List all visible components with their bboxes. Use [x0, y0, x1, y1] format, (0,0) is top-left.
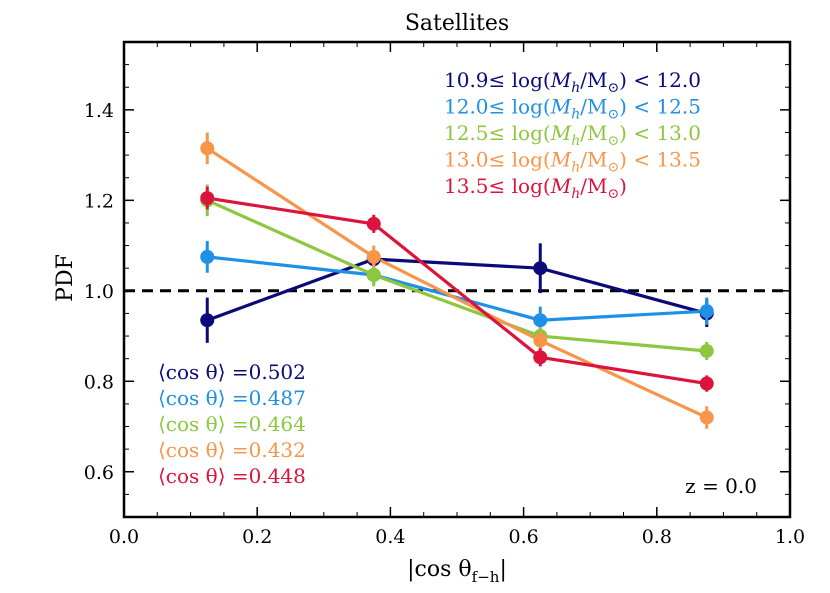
legend-entry-4: 13.0≤ log(Mh/M⊙) < 13.5	[444, 148, 701, 176]
legend-entry-1: 10.9≤ log(Mh/M⊙) < 12.0	[444, 68, 701, 96]
x-axis-label-end: |	[499, 557, 506, 582]
data-point	[699, 304, 714, 319]
data-point	[699, 343, 714, 358]
y-axis-label: PDF	[53, 254, 78, 302]
x-tick-label: 0.0	[109, 526, 139, 548]
x-tick-label: 1.0	[775, 526, 805, 548]
x-axis-label: |cos θf−h|	[407, 557, 507, 586]
y-tick-label: 0.8	[84, 371, 114, 393]
data-point	[366, 249, 381, 264]
mean-legend: ⟨cos θ⟩ =0.502⟨cos θ⟩ =0.487⟨cos θ⟩ =0.4…	[158, 360, 306, 488]
data-point	[200, 191, 215, 206]
mean-entry-5: ⟨cos θ⟩ =0.448	[158, 464, 306, 488]
data-point	[200, 141, 215, 156]
y-tick-label: 1.4	[84, 100, 114, 122]
x-tick-label: 0.4	[375, 526, 405, 548]
mean-entry-1: ⟨cos θ⟩ =0.502	[158, 360, 306, 384]
data-point	[200, 249, 215, 264]
series-lines	[206, 146, 708, 419]
series-markers	[200, 132, 714, 429]
mean-entry-4: ⟨cos θ⟩ =0.432	[158, 438, 306, 462]
legend: 10.9≤ log(Mh/M⊙) < 12.012.0≤ log(Mh/M⊙) …	[444, 68, 701, 202]
series-line-1	[206, 257, 708, 322]
series-line-5	[207, 196, 707, 386]
data-point	[533, 350, 548, 365]
y-tick-label: 1.2	[84, 190, 114, 212]
data-point	[699, 376, 714, 391]
x-axis-label-subscript: f−h	[472, 568, 500, 586]
data-point	[366, 216, 381, 231]
data-point	[366, 267, 381, 282]
mean-entry-2: ⟨cos θ⟩ =0.487	[158, 386, 306, 410]
data-point	[200, 313, 215, 328]
x-axis-label-main: |cos θ	[407, 557, 472, 582]
y-tick-label: 1.0	[84, 281, 114, 303]
mean-entry-3: ⟨cos θ⟩ =0.464	[158, 412, 306, 436]
legend-entry-5: 13.5≤ log(Mh/M⊙)	[444, 174, 627, 202]
data-point	[533, 333, 548, 348]
plot-frame	[122, 40, 792, 519]
y-tick-label: 0.6	[84, 462, 114, 484]
axis-ticks: 0.0 0.2 0.4 0.6 0.8 1.0 0.6 0.8 1.0 1.2 1.4	[84, 42, 805, 548]
redshift-annotation: z = 0.0	[685, 474, 757, 498]
data-point	[533, 313, 548, 328]
series-line-4	[206, 146, 708, 419]
legend-entry-3: 12.5≤ log(Mh/M⊙) < 13.0	[444, 121, 701, 149]
x-tick-label: 0.8	[642, 526, 672, 548]
data-point	[699, 410, 714, 425]
legend-entry-2: 12.0≤ log(Mh/M⊙) < 12.5	[444, 95, 701, 123]
chart-title: Satellites	[405, 11, 509, 36]
series-line-3	[206, 198, 707, 353]
x-tick-label: 0.2	[242, 526, 272, 548]
data-point	[533, 261, 548, 276]
x-tick-label: 0.6	[508, 526, 538, 548]
